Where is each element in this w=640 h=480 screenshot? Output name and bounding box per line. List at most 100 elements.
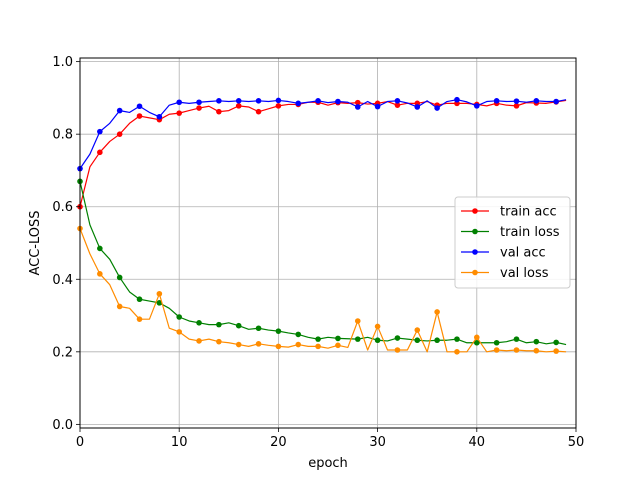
data-point-val-acc bbox=[414, 104, 421, 110]
series-layer bbox=[77, 96, 567, 355]
series-line-val-loss bbox=[79, 228, 567, 353]
data-point-val-loss bbox=[315, 343, 321, 350]
legend-marker-val-loss bbox=[472, 269, 478, 276]
data-point-train-loss bbox=[553, 339, 559, 346]
data-point-val-loss bbox=[533, 347, 540, 354]
data-point-train-loss bbox=[216, 321, 222, 328]
data-point-train-loss bbox=[434, 337, 440, 344]
data-point-val-acc bbox=[354, 104, 361, 110]
data-point-val-acc bbox=[255, 98, 262, 104]
data-point-train-acc bbox=[136, 113, 143, 119]
data-point-val-loss bbox=[275, 343, 282, 350]
data-point-train-loss bbox=[374, 337, 381, 344]
x-tick-label: 50 bbox=[568, 435, 585, 450]
data-point-val-acc bbox=[315, 98, 321, 104]
data-point-val-acc bbox=[513, 98, 520, 104]
data-point-val-acc bbox=[493, 98, 500, 104]
data-point-train-loss bbox=[414, 337, 421, 344]
data-point-val-loss bbox=[394, 347, 401, 353]
legend-label-train-acc: train acc bbox=[500, 205, 557, 220]
y-tick-label: 0.6 bbox=[52, 200, 73, 215]
data-point-val-acc bbox=[136, 103, 143, 110]
data-point-val-acc bbox=[434, 105, 440, 111]
data-point-train-acc bbox=[176, 110, 182, 116]
data-point-train-acc bbox=[196, 105, 202, 111]
data-point-val-acc bbox=[295, 100, 302, 107]
legend-item-val-acc: val acc bbox=[461, 246, 546, 261]
data-point-train-loss bbox=[176, 314, 182, 320]
data-point-val-acc bbox=[97, 128, 103, 135]
data-point-val-acc bbox=[335, 98, 341, 105]
data-point-val-loss bbox=[295, 341, 302, 348]
data-point-train-acc bbox=[513, 103, 520, 109]
data-point-val-loss bbox=[156, 290, 163, 297]
series-train-loss bbox=[77, 178, 567, 346]
data-point-val-loss bbox=[235, 341, 242, 348]
data-point-train-loss bbox=[255, 325, 262, 332]
data-point-val-acc bbox=[116, 107, 123, 114]
data-point-val-acc bbox=[394, 98, 401, 104]
y-tick-label: 0.0 bbox=[52, 418, 73, 433]
legend-label-val-acc: val acc bbox=[500, 246, 546, 261]
y-tick-label: 0.2 bbox=[52, 345, 73, 360]
plot-frame bbox=[79, 57, 577, 429]
legend-marker-train-acc bbox=[472, 208, 478, 214]
data-point-val-loss bbox=[414, 327, 421, 333]
data-point-val-loss bbox=[255, 341, 262, 347]
data-point-train-acc bbox=[255, 108, 262, 115]
y-axis-label: ACC-LOSS bbox=[28, 210, 43, 275]
data-point-val-loss bbox=[553, 348, 559, 354]
data-point-train-loss bbox=[156, 300, 163, 306]
data-point-val-acc bbox=[553, 98, 559, 105]
legend-item-val-loss: val loss bbox=[461, 266, 549, 281]
data-point-val-acc bbox=[216, 98, 222, 104]
data-point-val-acc bbox=[176, 99, 182, 106]
x-tick-label: 40 bbox=[469, 435, 486, 450]
data-point-val-acc bbox=[156, 113, 163, 120]
y-tick-label: 0.4 bbox=[52, 273, 73, 288]
data-point-train-loss bbox=[474, 339, 480, 346]
x-axis-label: epoch bbox=[308, 456, 348, 471]
series-val-loss bbox=[77, 225, 567, 355]
y-tick-label: 1.0 bbox=[52, 55, 73, 70]
series-val-acc bbox=[77, 96, 567, 172]
data-point-val-loss bbox=[374, 323, 381, 330]
y-tick-label: 0.8 bbox=[52, 128, 73, 143]
data-point-train-loss bbox=[97, 245, 103, 252]
data-point-train-loss bbox=[295, 331, 302, 338]
data-point-val-loss bbox=[196, 338, 202, 344]
data-point-val-loss bbox=[136, 316, 143, 322]
data-point-val-loss bbox=[434, 309, 440, 315]
data-point-train-loss bbox=[513, 336, 520, 342]
data-point-val-acc bbox=[533, 98, 540, 104]
legend-item-train-loss: train loss bbox=[461, 225, 560, 240]
data-point-train-loss bbox=[493, 339, 500, 346]
data-point-val-acc bbox=[235, 98, 242, 104]
data-point-val-loss bbox=[216, 338, 222, 345]
legend-marker-val-acc bbox=[472, 249, 478, 255]
data-point-train-acc bbox=[97, 149, 103, 156]
legend-marker-train-loss bbox=[472, 228, 478, 235]
legend-label-val-loss: val loss bbox=[500, 266, 549, 281]
x-tick-label: 0 bbox=[76, 435, 84, 450]
ticks: 0 10 20 30 40 50 0.0 0.2 0.4 0.6 0.8 1.0 bbox=[52, 55, 584, 450]
data-point-val-loss bbox=[176, 329, 182, 335]
data-point-val-acc bbox=[474, 103, 480, 109]
data-point-train-acc bbox=[235, 103, 242, 109]
data-point-train-loss bbox=[235, 322, 242, 329]
data-point-train-loss bbox=[136, 296, 143, 303]
data-point-val-loss bbox=[97, 271, 103, 277]
x-tick-label: 20 bbox=[270, 435, 287, 450]
data-point-val-loss bbox=[335, 342, 341, 349]
legend-label-train-loss: train loss bbox=[500, 225, 560, 240]
data-point-train-loss bbox=[394, 335, 401, 341]
data-point-train-loss bbox=[315, 336, 321, 342]
data-point-val-loss bbox=[513, 347, 520, 353]
legend: train acc train loss val acc val loss bbox=[454, 196, 571, 289]
data-point-val-acc bbox=[196, 99, 202, 106]
data-point-train-acc bbox=[275, 103, 282, 109]
x-tick-label: 10 bbox=[171, 435, 188, 450]
data-point-train-acc bbox=[216, 108, 222, 115]
data-point-val-loss bbox=[354, 318, 361, 324]
data-point-train-acc bbox=[354, 99, 361, 106]
